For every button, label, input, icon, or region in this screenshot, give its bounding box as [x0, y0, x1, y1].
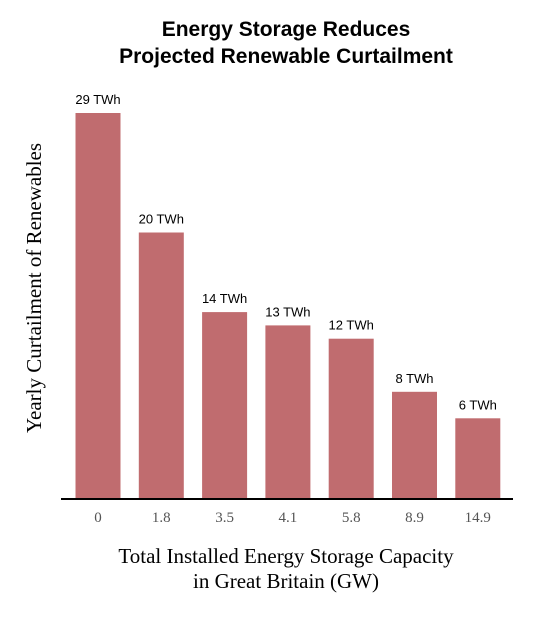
data-label-8.9: 8 TWh — [395, 371, 433, 386]
bar-3.5 — [202, 312, 247, 498]
data-label-3.5: 14 TWh — [202, 291, 247, 306]
x-tick-label-0: 0 — [94, 510, 102, 526]
bar-1.8 — [139, 233, 184, 499]
x-axis-title-line-1: Total Installed Energy Storage Capacity — [118, 544, 454, 568]
x-tick-label-4.1: 4.1 — [279, 510, 298, 526]
x-tick-label-5.8: 5.8 — [342, 510, 361, 526]
data-label-5.8: 12 TWh — [329, 318, 374, 333]
x-tick-label-1.8: 1.8 — [152, 510, 171, 526]
x-tick-label-14.9: 14.9 — [465, 510, 491, 526]
x-axis-title-line-2: in Great Britain (GW) — [193, 569, 379, 593]
x-tick-label-3.5: 3.5 — [215, 510, 234, 526]
bar-0 — [76, 113, 121, 498]
data-label-14.9: 6 TWh — [459, 397, 497, 412]
bar-8.9 — [392, 392, 437, 498]
x-tick-label-8.9: 8.9 — [405, 510, 424, 526]
data-label-4.1: 13 TWh — [265, 304, 310, 319]
bar-14.9 — [455, 418, 500, 498]
y-axis-title: Yearly Curtailment of Renewables — [22, 143, 46, 433]
data-label-0: 29 TWh — [75, 92, 120, 107]
chart-title-line-2: Projected Renewable Curtailment — [119, 45, 453, 68]
chart-title-line-1: Energy Storage Reduces — [162, 18, 411, 41]
data-label-1.8: 20 TWh — [139, 212, 184, 227]
bar-5.8 — [329, 339, 374, 498]
x-tick-labels-group: 0 1.8 3.5 4.1 5.8 8.9 14.9 — [94, 510, 491, 526]
bar-4.1 — [265, 325, 310, 498]
